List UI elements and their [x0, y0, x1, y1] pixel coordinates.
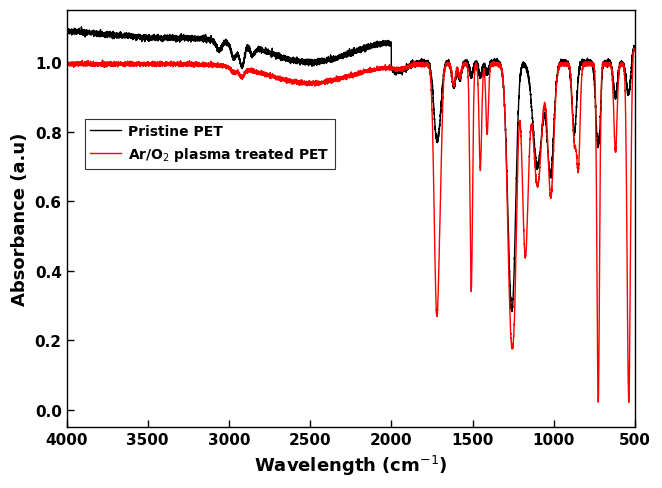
X-axis label: Wavelength (cm$^{-1}$): Wavelength (cm$^{-1}$): [254, 453, 448, 477]
Pristine PET: [91, 31, 99, 37]
Ar/O$_2$ plasma treated PET: [630, 46, 638, 52]
Ar/O$_2$ plasma treated PET: [631, 48, 639, 54]
Pristine PET: [399, 68, 407, 74]
Ar/O$_2$ plasma treated PET: [268, 73, 276, 79]
Ar/O$_2$ plasma treated PET: [399, 67, 407, 73]
Ar/O$_2$ plasma treated PET: [91, 62, 99, 68]
Y-axis label: Absorbance (a.u): Absorbance (a.u): [11, 133, 29, 306]
Pristine PET: [62, 28, 70, 34]
Line: Pristine PET: Pristine PET: [66, 28, 635, 312]
Pristine PET: [631, 44, 639, 50]
Ar/O$_2$ plasma treated PET: [484, 121, 492, 126]
Pristine PET: [514, 108, 522, 114]
Legend: Pristine PET, Ar/O$_2$ plasma treated PET: Pristine PET, Ar/O$_2$ plasma treated PE…: [85, 120, 334, 169]
Ar/O$_2$ plasma treated PET: [625, 400, 633, 406]
Pristine PET: [484, 70, 492, 76]
Ar/O$_2$ plasma treated PET: [514, 146, 522, 152]
Line: Ar/O$_2$ plasma treated PET: Ar/O$_2$ plasma treated PET: [66, 49, 635, 403]
Pristine PET: [77, 25, 85, 31]
Pristine PET: [508, 309, 516, 315]
Pristine PET: [268, 49, 276, 55]
Ar/O$_2$ plasma treated PET: [424, 65, 432, 71]
Pristine PET: [424, 62, 432, 68]
Ar/O$_2$ plasma treated PET: [62, 64, 70, 70]
